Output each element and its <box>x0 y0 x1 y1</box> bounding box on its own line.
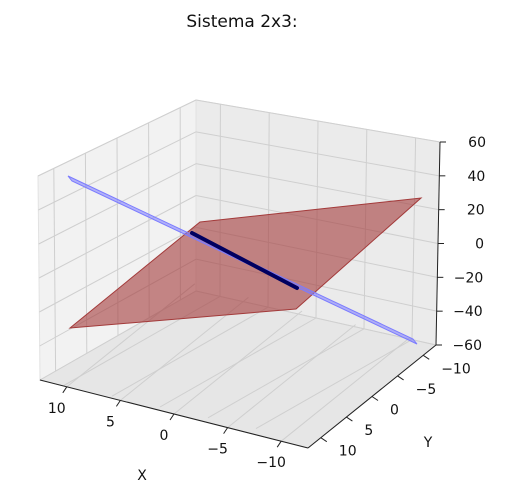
y-tick-label: 10 <box>339 444 357 460</box>
x-tick-mark <box>169 413 175 421</box>
x-floor-gridline <box>227 324 356 428</box>
x-tick-mark <box>115 400 121 407</box>
x-tick-mark <box>276 440 282 448</box>
x-tick-label: 10 <box>48 401 66 417</box>
intersection-line <box>190 231 299 290</box>
y-tick-label: 0 <box>390 403 399 419</box>
y-axis-label: Y <box>423 435 433 451</box>
x-axis-label: X <box>137 468 147 484</box>
y-tick-label: −10 <box>441 361 471 377</box>
z-left-gridline <box>38 195 197 279</box>
z-left-gridline <box>38 163 197 245</box>
z-right-gridline <box>195 99 441 143</box>
y-floor-gridline <box>159 317 317 408</box>
z-left-gridline <box>38 131 197 211</box>
y-floor-gridline <box>111 306 269 397</box>
x-tick-label: −10 <box>256 455 286 471</box>
z-tick-label: 40 <box>468 169 486 185</box>
y-floor-gridline <box>207 328 365 419</box>
z-tick-label: 60 <box>468 135 486 151</box>
x-floor-gridline <box>280 337 410 442</box>
y-tick-mark <box>371 396 379 401</box>
x-tick-mark <box>62 386 68 394</box>
y-tick-mark <box>397 375 404 381</box>
y-floor-gridline <box>255 339 413 430</box>
z-left-gridline <box>39 226 197 313</box>
surfaces <box>67 175 423 345</box>
x-tick-label: 5 <box>106 414 115 430</box>
z-tick-label: −60 <box>452 338 482 354</box>
z-tick-label: −40 <box>453 304 483 320</box>
x-tick-label: −5 <box>207 442 228 458</box>
x-tick-label: 0 <box>160 428 169 444</box>
x-tick-mark <box>223 427 229 434</box>
y-tick-mark <box>320 437 328 443</box>
y-tick-label: −5 <box>416 382 437 398</box>
z-tick-label: 20 <box>467 203 485 219</box>
y-tick-mark <box>422 354 430 360</box>
chart-title: Sistema 2x3: <box>186 12 297 32</box>
z-right-gridline <box>195 131 440 177</box>
z-left-gridline <box>37 99 197 177</box>
z-tick-label: 0 <box>475 237 484 253</box>
y-tick-mark <box>346 416 353 422</box>
y-tick-label: 5 <box>364 423 373 439</box>
z-tick-label: −20 <box>454 270 484 286</box>
